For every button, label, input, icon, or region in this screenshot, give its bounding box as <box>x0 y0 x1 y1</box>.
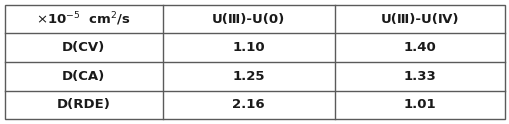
Text: U(Ⅲ)-U(Ⅳ): U(Ⅲ)-U(Ⅳ) <box>380 13 458 26</box>
Text: 1.40: 1.40 <box>403 41 436 54</box>
Text: U(Ⅲ)-U(0): U(Ⅲ)-U(0) <box>212 13 285 26</box>
Text: 1.01: 1.01 <box>403 98 435 111</box>
Text: 1.10: 1.10 <box>232 41 265 54</box>
Text: 1.33: 1.33 <box>403 70 436 83</box>
Text: D(CV): D(CV) <box>62 41 105 54</box>
Text: 2.16: 2.16 <box>232 98 265 111</box>
Text: $\times$10$^{-5}$  cm$^2$/s: $\times$10$^{-5}$ cm$^2$/s <box>36 10 131 28</box>
Text: D(CA): D(CA) <box>62 70 105 83</box>
Text: D(RDE): D(RDE) <box>57 98 110 111</box>
Text: 1.25: 1.25 <box>232 70 265 83</box>
